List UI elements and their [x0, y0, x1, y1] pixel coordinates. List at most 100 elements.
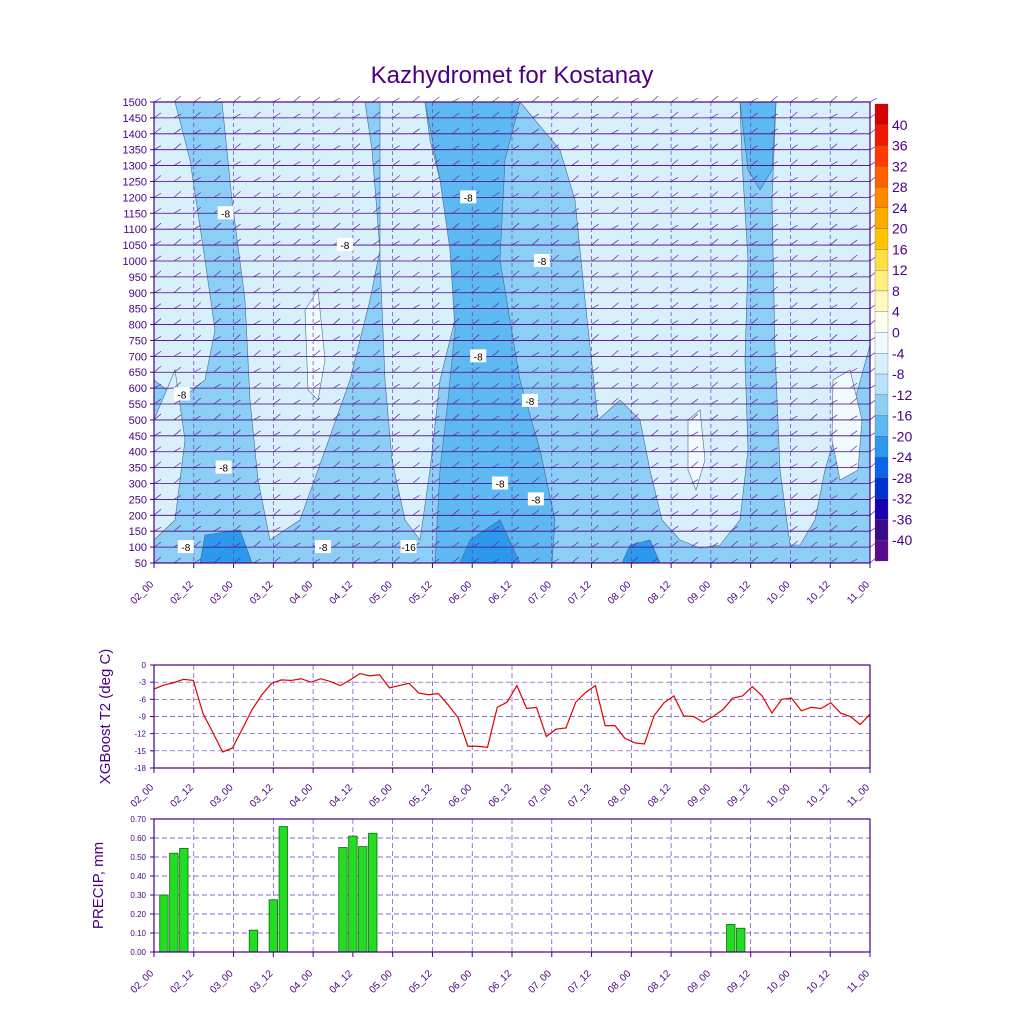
wind-barb [750, 97, 758, 103]
wind-barb [551, 224, 559, 230]
wind-barb [253, 302, 261, 309]
wind-barb [571, 509, 579, 516]
wind-barb [452, 288, 460, 294]
wind-barb [670, 207, 679, 214]
wind-barb [153, 479, 162, 484]
wind-barb [690, 303, 699, 309]
wind-barb [491, 558, 500, 564]
precip-y-tick-label: 0.00 [130, 948, 146, 957]
wind-barb [551, 96, 559, 103]
wind-barb [511, 365, 520, 373]
y-tick-label: 150 [129, 526, 147, 538]
wind-barb [511, 541, 520, 548]
wind-barb [611, 367, 619, 373]
t2-x-tick-label: 04_00 [288, 782, 316, 810]
precip-x-tick-label: 07_00 [526, 968, 554, 996]
wind-barb [750, 288, 758, 294]
wind-barb [690, 193, 699, 198]
wind-barb [591, 191, 599, 198]
wind-barb [829, 524, 838, 532]
wind-barb [790, 382, 798, 389]
wind-barb [452, 461, 460, 468]
wind-barb [830, 414, 838, 421]
wind-barb [531, 304, 540, 309]
wind-barb [452, 145, 460, 150]
wind-barb [571, 479, 579, 484]
wind-barb [253, 287, 261, 294]
wind-barb [392, 541, 400, 548]
colorbar-label: 8 [892, 283, 900, 299]
wind-barb [571, 318, 579, 325]
wind-barb [611, 382, 619, 389]
wind-barb [352, 113, 361, 119]
wind-barb [810, 193, 818, 198]
x-tick-label: 05_00 [367, 579, 395, 607]
wind-barb [352, 319, 361, 325]
colorbar-label: -8 [892, 366, 905, 382]
wind-barb [810, 222, 818, 230]
wind-barb [531, 510, 540, 516]
y-tick-label: 1350 [123, 145, 147, 157]
wind-barb [213, 494, 221, 500]
wind-barb [511, 127, 520, 135]
wind-barb [412, 286, 420, 294]
wind-barb [690, 145, 699, 150]
wind-barb [193, 463, 201, 468]
wind-barb [372, 254, 381, 262]
wind-barb [312, 177, 321, 182]
chart-title: Kazhydromet for Kostanay [370, 62, 654, 89]
wind-barb [849, 287, 858, 294]
wind-barb [452, 127, 460, 135]
wind-barb [511, 255, 520, 262]
wind-barb [631, 461, 639, 468]
wind-barb [651, 176, 659, 182]
wind-barb [173, 256, 182, 262]
colorbar-swatch [874, 249, 889, 271]
wind-barb [452, 270, 460, 278]
contour-label-bg [336, 238, 353, 252]
wind-barb [571, 160, 579, 166]
wind-barb [631, 556, 639, 564]
wind-barb [173, 223, 182, 230]
t2-x-tick-label: 09_12 [725, 782, 753, 810]
x-tick-label: 02_00 [129, 579, 157, 607]
wind-barb [193, 478, 201, 484]
contour-label: -8 [340, 241, 349, 252]
wind-barb [810, 365, 818, 373]
x-tick-label: 10_00 [765, 579, 793, 607]
wind-barb [213, 303, 221, 309]
wind-barb [690, 413, 699, 421]
wind-barb [412, 477, 420, 484]
wind-barb [293, 366, 301, 373]
wind-barb [392, 97, 400, 103]
wind-barb [392, 383, 400, 389]
wind-barb [730, 367, 738, 373]
wind-barb [651, 223, 659, 230]
wind-barb [710, 95, 719, 103]
wind-barb [472, 223, 480, 230]
wind-barb [571, 336, 579, 341]
wind-barb [392, 222, 400, 230]
wind-barb [730, 493, 739, 500]
wind-barb [432, 144, 440, 150]
x-tick-label: 08_00 [606, 579, 634, 607]
wind-barb [312, 445, 321, 452]
wind-barb [352, 524, 361, 532]
wind-barb [830, 462, 838, 468]
wind-barb [253, 96, 261, 103]
wind-barb [233, 414, 241, 421]
wind-barb [531, 286, 540, 294]
wind-barb [790, 558, 798, 564]
wind-barb [392, 255, 400, 262]
wind-barb [293, 128, 301, 135]
wind-barb [631, 446, 639, 453]
wind-barb [829, 381, 838, 389]
wind-barb [591, 542, 599, 548]
colorbar-swatch [874, 415, 889, 437]
wind-barb [253, 493, 261, 500]
wind-barb [651, 319, 659, 325]
wind-barb [670, 177, 679, 182]
wind-barb [352, 399, 361, 405]
wind-barb [452, 494, 460, 500]
wind-barb [392, 193, 400, 198]
